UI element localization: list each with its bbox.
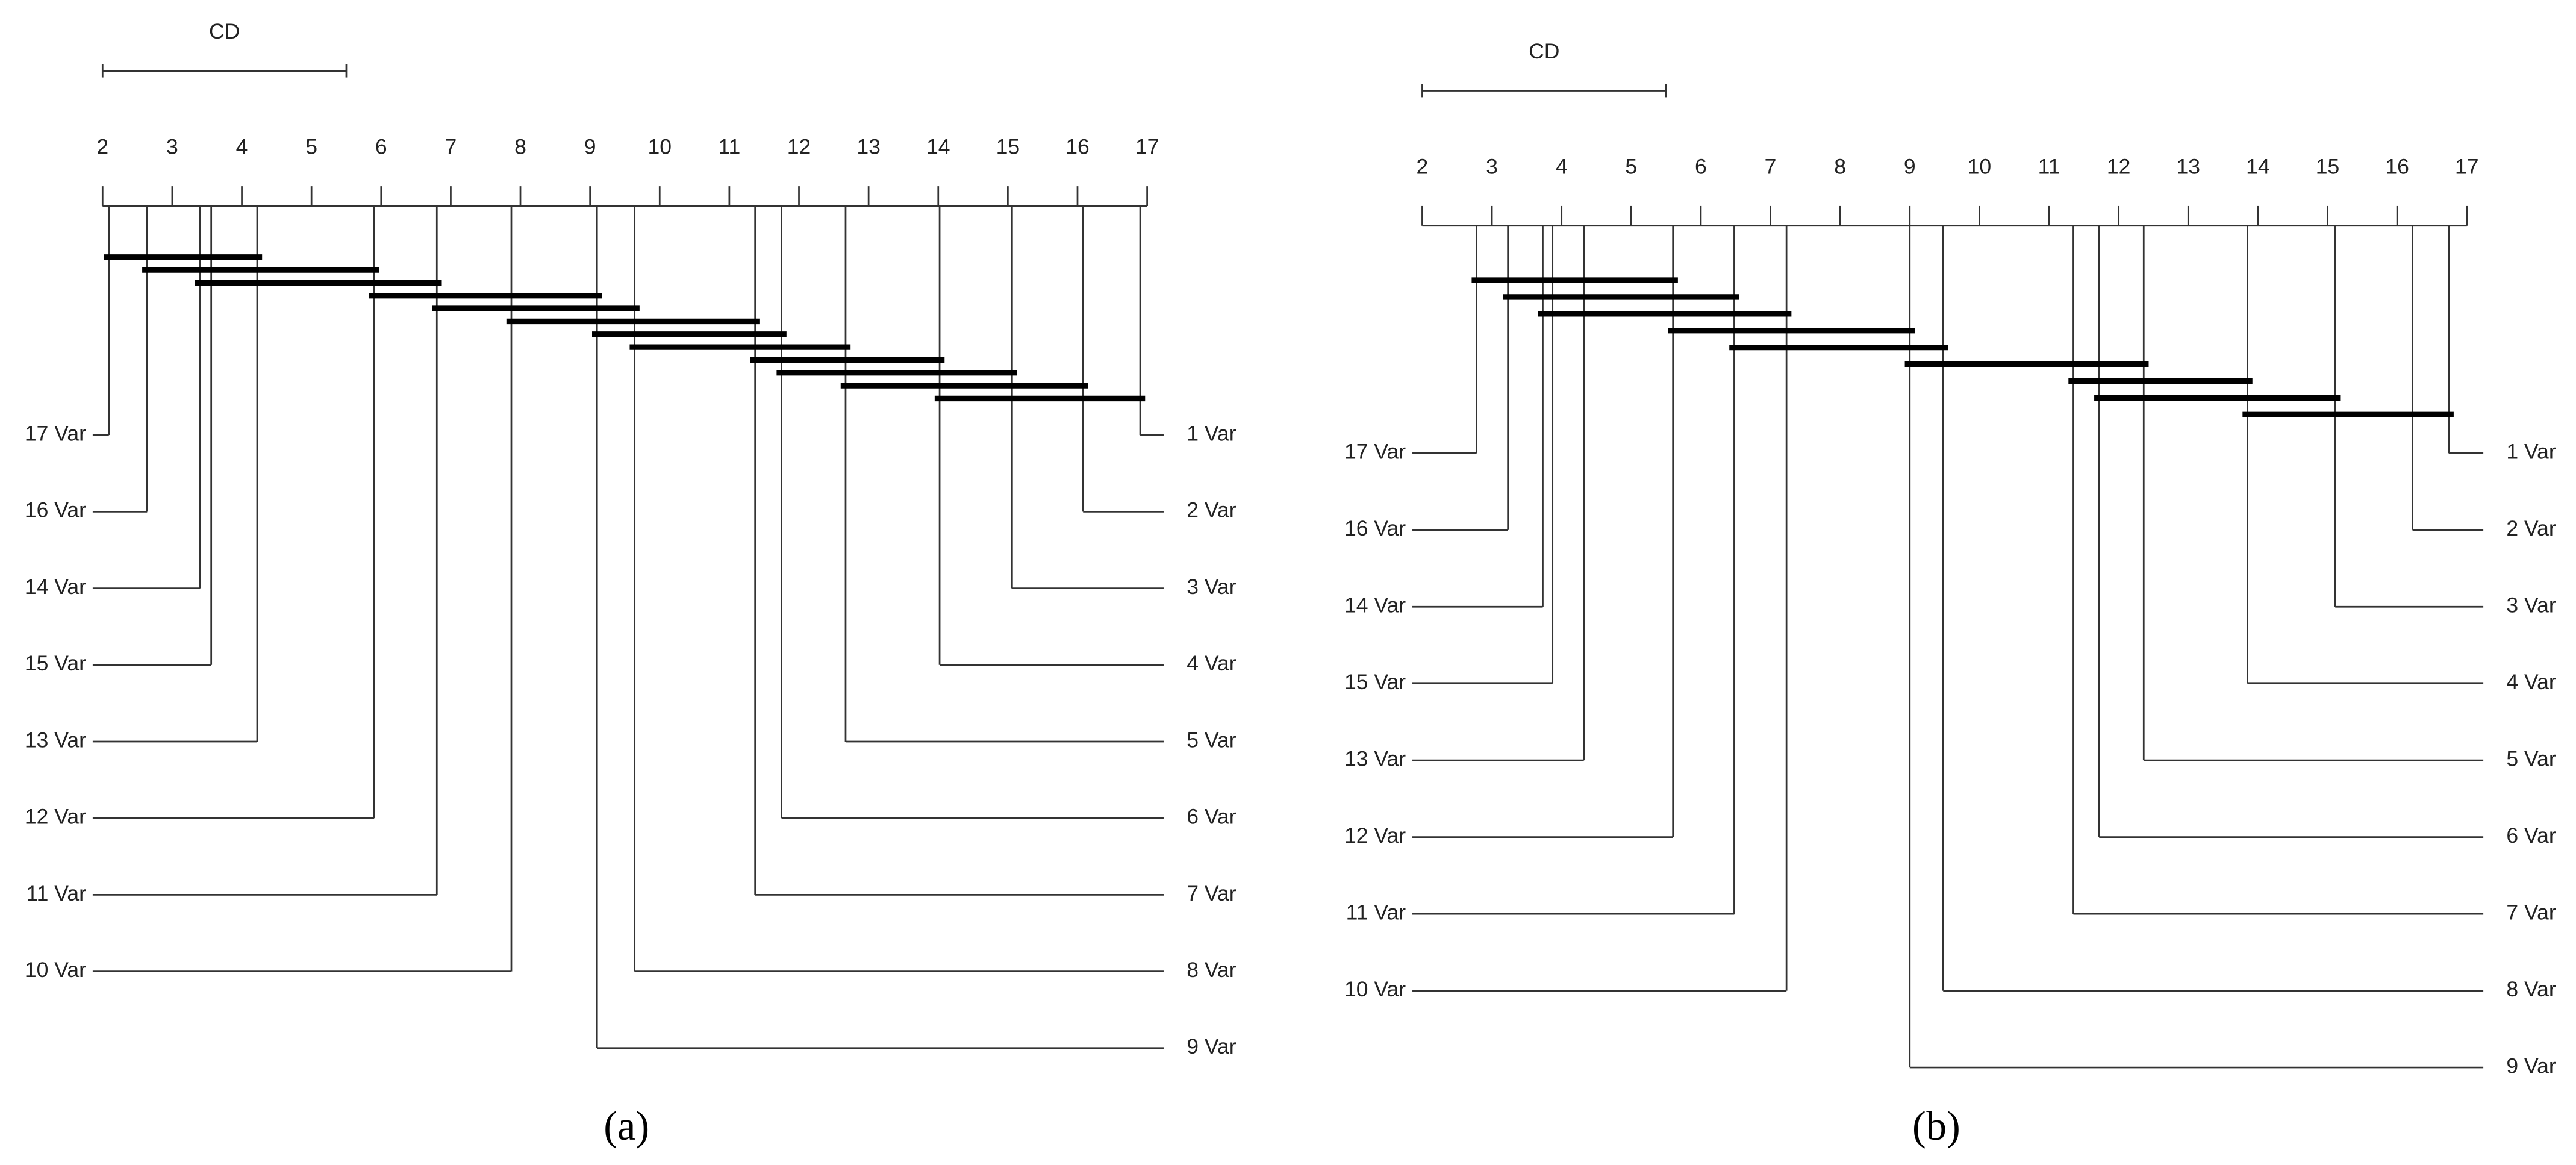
x-tick-label: 12 — [2107, 154, 2131, 178]
variable-label: 2 Var — [1187, 498, 1236, 522]
variable-label: 13 Var — [1344, 747, 1406, 771]
variable-label: 13 Var — [25, 728, 86, 752]
variable-label: 17 Var — [25, 422, 86, 446]
x-tick-label: 15 — [2316, 154, 2340, 178]
variable-label: 7 Var — [1187, 881, 1236, 905]
variable-label: 11 Var — [1346, 901, 1406, 925]
x-tick-label: 11 — [2038, 154, 2060, 178]
x-tick-label: 6 — [375, 135, 387, 159]
variable-label: 6 Var — [2506, 823, 2556, 848]
variable-label: 12 Var — [25, 805, 86, 829]
variable-label: 3 Var — [1187, 575, 1236, 599]
x-tick-label: 2 — [1417, 154, 1429, 178]
variable-label: 15 Var — [25, 651, 86, 675]
variable-label: 16 Var — [1344, 516, 1406, 540]
variable-label: 4 Var — [2506, 670, 2556, 694]
x-tick-label: 7 — [445, 135, 457, 159]
variable-label: 1 Var — [1187, 422, 1236, 446]
x-tick-label: 13 — [2176, 154, 2200, 178]
x-tick-label: 13 — [856, 135, 881, 159]
x-tick-label: 9 — [1904, 154, 1916, 178]
x-tick-label: 3 — [166, 135, 178, 159]
variable-label: 7 Var — [2506, 901, 2556, 925]
caption: (a) — [603, 1103, 649, 1149]
x-tick-label: 9 — [584, 135, 596, 159]
x-tick-label: 14 — [2246, 154, 2270, 178]
variable-label: 14 Var — [25, 575, 86, 599]
variable-label: 5 Var — [1187, 728, 1236, 752]
variable-label: 9 Var — [2506, 1054, 2556, 1078]
x-tick-label: 8 — [514, 135, 526, 159]
x-tick-label: 5 — [1625, 154, 1637, 178]
x-tick-label: 10 — [1968, 154, 1992, 178]
variable-label: 9 Var — [1187, 1034, 1236, 1058]
cd-label: CD — [1529, 39, 1559, 63]
variable-label: 12 Var — [1344, 823, 1406, 848]
variable-label: 2 Var — [2506, 516, 2556, 540]
x-tick-label: 11 — [718, 135, 740, 159]
x-tick-label: 6 — [1695, 154, 1707, 178]
variable-label: 5 Var — [2506, 747, 2556, 771]
x-tick-label: 12 — [787, 135, 811, 159]
variable-label: 1 Var — [2506, 440, 2556, 464]
x-tick-label: 15 — [996, 135, 1020, 159]
variable-label: 6 Var — [1187, 805, 1236, 829]
x-tick-label: 10 — [647, 135, 672, 159]
x-tick-label: 17 — [2455, 154, 2479, 178]
variable-label: 15 Var — [1344, 670, 1406, 694]
x-tick-label: 8 — [1834, 154, 1846, 178]
cd-label: CD — [209, 19, 240, 43]
variable-label: 10 Var — [1344, 977, 1406, 1001]
x-tick-label: 3 — [1486, 154, 1498, 178]
variable-label: 11 Var — [26, 881, 86, 905]
variable-label: 8 Var — [1187, 958, 1236, 982]
x-tick-label: 7 — [1765, 154, 1777, 178]
x-tick-label: 16 — [2385, 154, 2409, 178]
x-tick-label: 5 — [305, 135, 317, 159]
variable-label: 16 Var — [25, 498, 86, 522]
variable-label: 14 Var — [1344, 593, 1406, 617]
x-tick-label: 2 — [96, 135, 108, 159]
variable-label: 10 Var — [25, 958, 86, 982]
variable-label: 17 Var — [1344, 440, 1406, 464]
x-tick-label: 14 — [926, 135, 950, 159]
variable-label: 8 Var — [2506, 977, 2556, 1001]
variable-label: 3 Var — [2506, 593, 2556, 617]
x-tick-label: 16 — [1065, 135, 1090, 159]
x-tick-label: 17 — [1135, 135, 1159, 159]
x-tick-label: 4 — [236, 135, 248, 159]
variable-label: 4 Var — [1187, 651, 1236, 675]
caption: (b) — [1912, 1103, 1960, 1149]
x-tick-label: 4 — [1556, 154, 1568, 178]
